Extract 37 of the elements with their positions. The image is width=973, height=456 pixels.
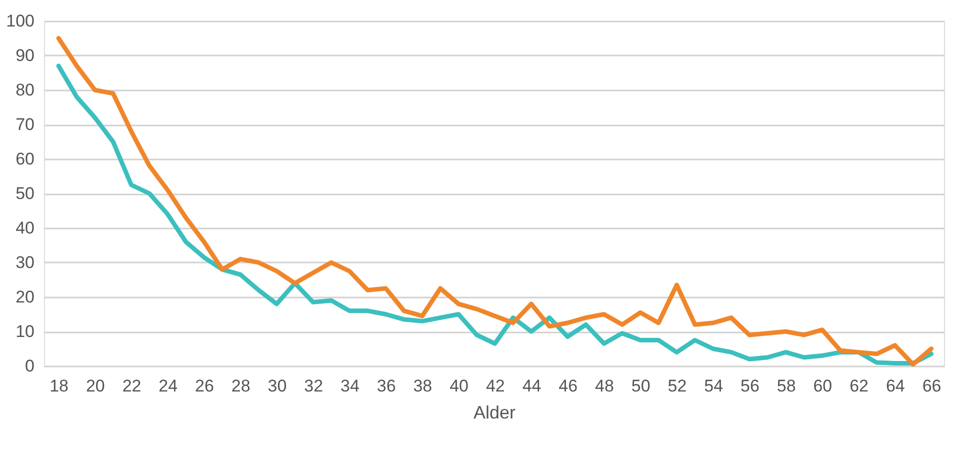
y-tick-label: 50 [16, 184, 34, 203]
x-tick-label: 62 [850, 376, 869, 396]
y-tick-label: 40 [16, 218, 34, 238]
x-tick-label: 24 [158, 376, 178, 396]
y-tick-label: 70 [16, 115, 34, 134]
x-tick-label: 20 [86, 376, 105, 396]
x-tick-label: 38 [413, 376, 432, 396]
x-tick-label: 58 [776, 376, 796, 396]
y-tick-label: 20 [16, 288, 34, 306]
x-axis-title: Alder [473, 402, 516, 422]
x-tick-label: 30 [268, 376, 287, 396]
x-tick-label: 40 [450, 376, 469, 396]
x-tick-label: 22 [122, 376, 142, 396]
y-tick-label: 10 [16, 322, 34, 341]
y-tick-label: 90 [16, 46, 34, 65]
x-tick-label: 28 [231, 376, 250, 396]
x-tick-label: 26 [195, 376, 214, 396]
x-tick-label: 54 [704, 376, 724, 396]
x-tick-label: 60 [813, 376, 832, 396]
y-tick-label: 60 [16, 150, 34, 168]
x-tick-label: 34 [340, 376, 360, 396]
x-tick-label: 52 [668, 376, 687, 396]
x-tick-label: 50 [631, 376, 650, 396]
x-tick-label: 18 [50, 376, 69, 396]
x-tick-label: 32 [304, 376, 324, 396]
x-tick-label: 46 [558, 376, 578, 396]
x-tick-label: 48 [595, 376, 614, 396]
x-tick-label: 42 [486, 376, 505, 396]
x-tick-label: 44 [522, 376, 542, 396]
x-tick-label: 64 [886, 376, 905, 396]
y-tick-label: 80 [16, 80, 34, 100]
y-tick-label: 100 [6, 12, 34, 30]
x-tick-label: 36 [376, 376, 396, 396]
y-tick-label: 0 [25, 356, 34, 376]
x-tick-label: 56 [740, 376, 760, 396]
y-tick-label: 30 [16, 253, 34, 272]
x-tick-label: 66 [922, 376, 942, 396]
